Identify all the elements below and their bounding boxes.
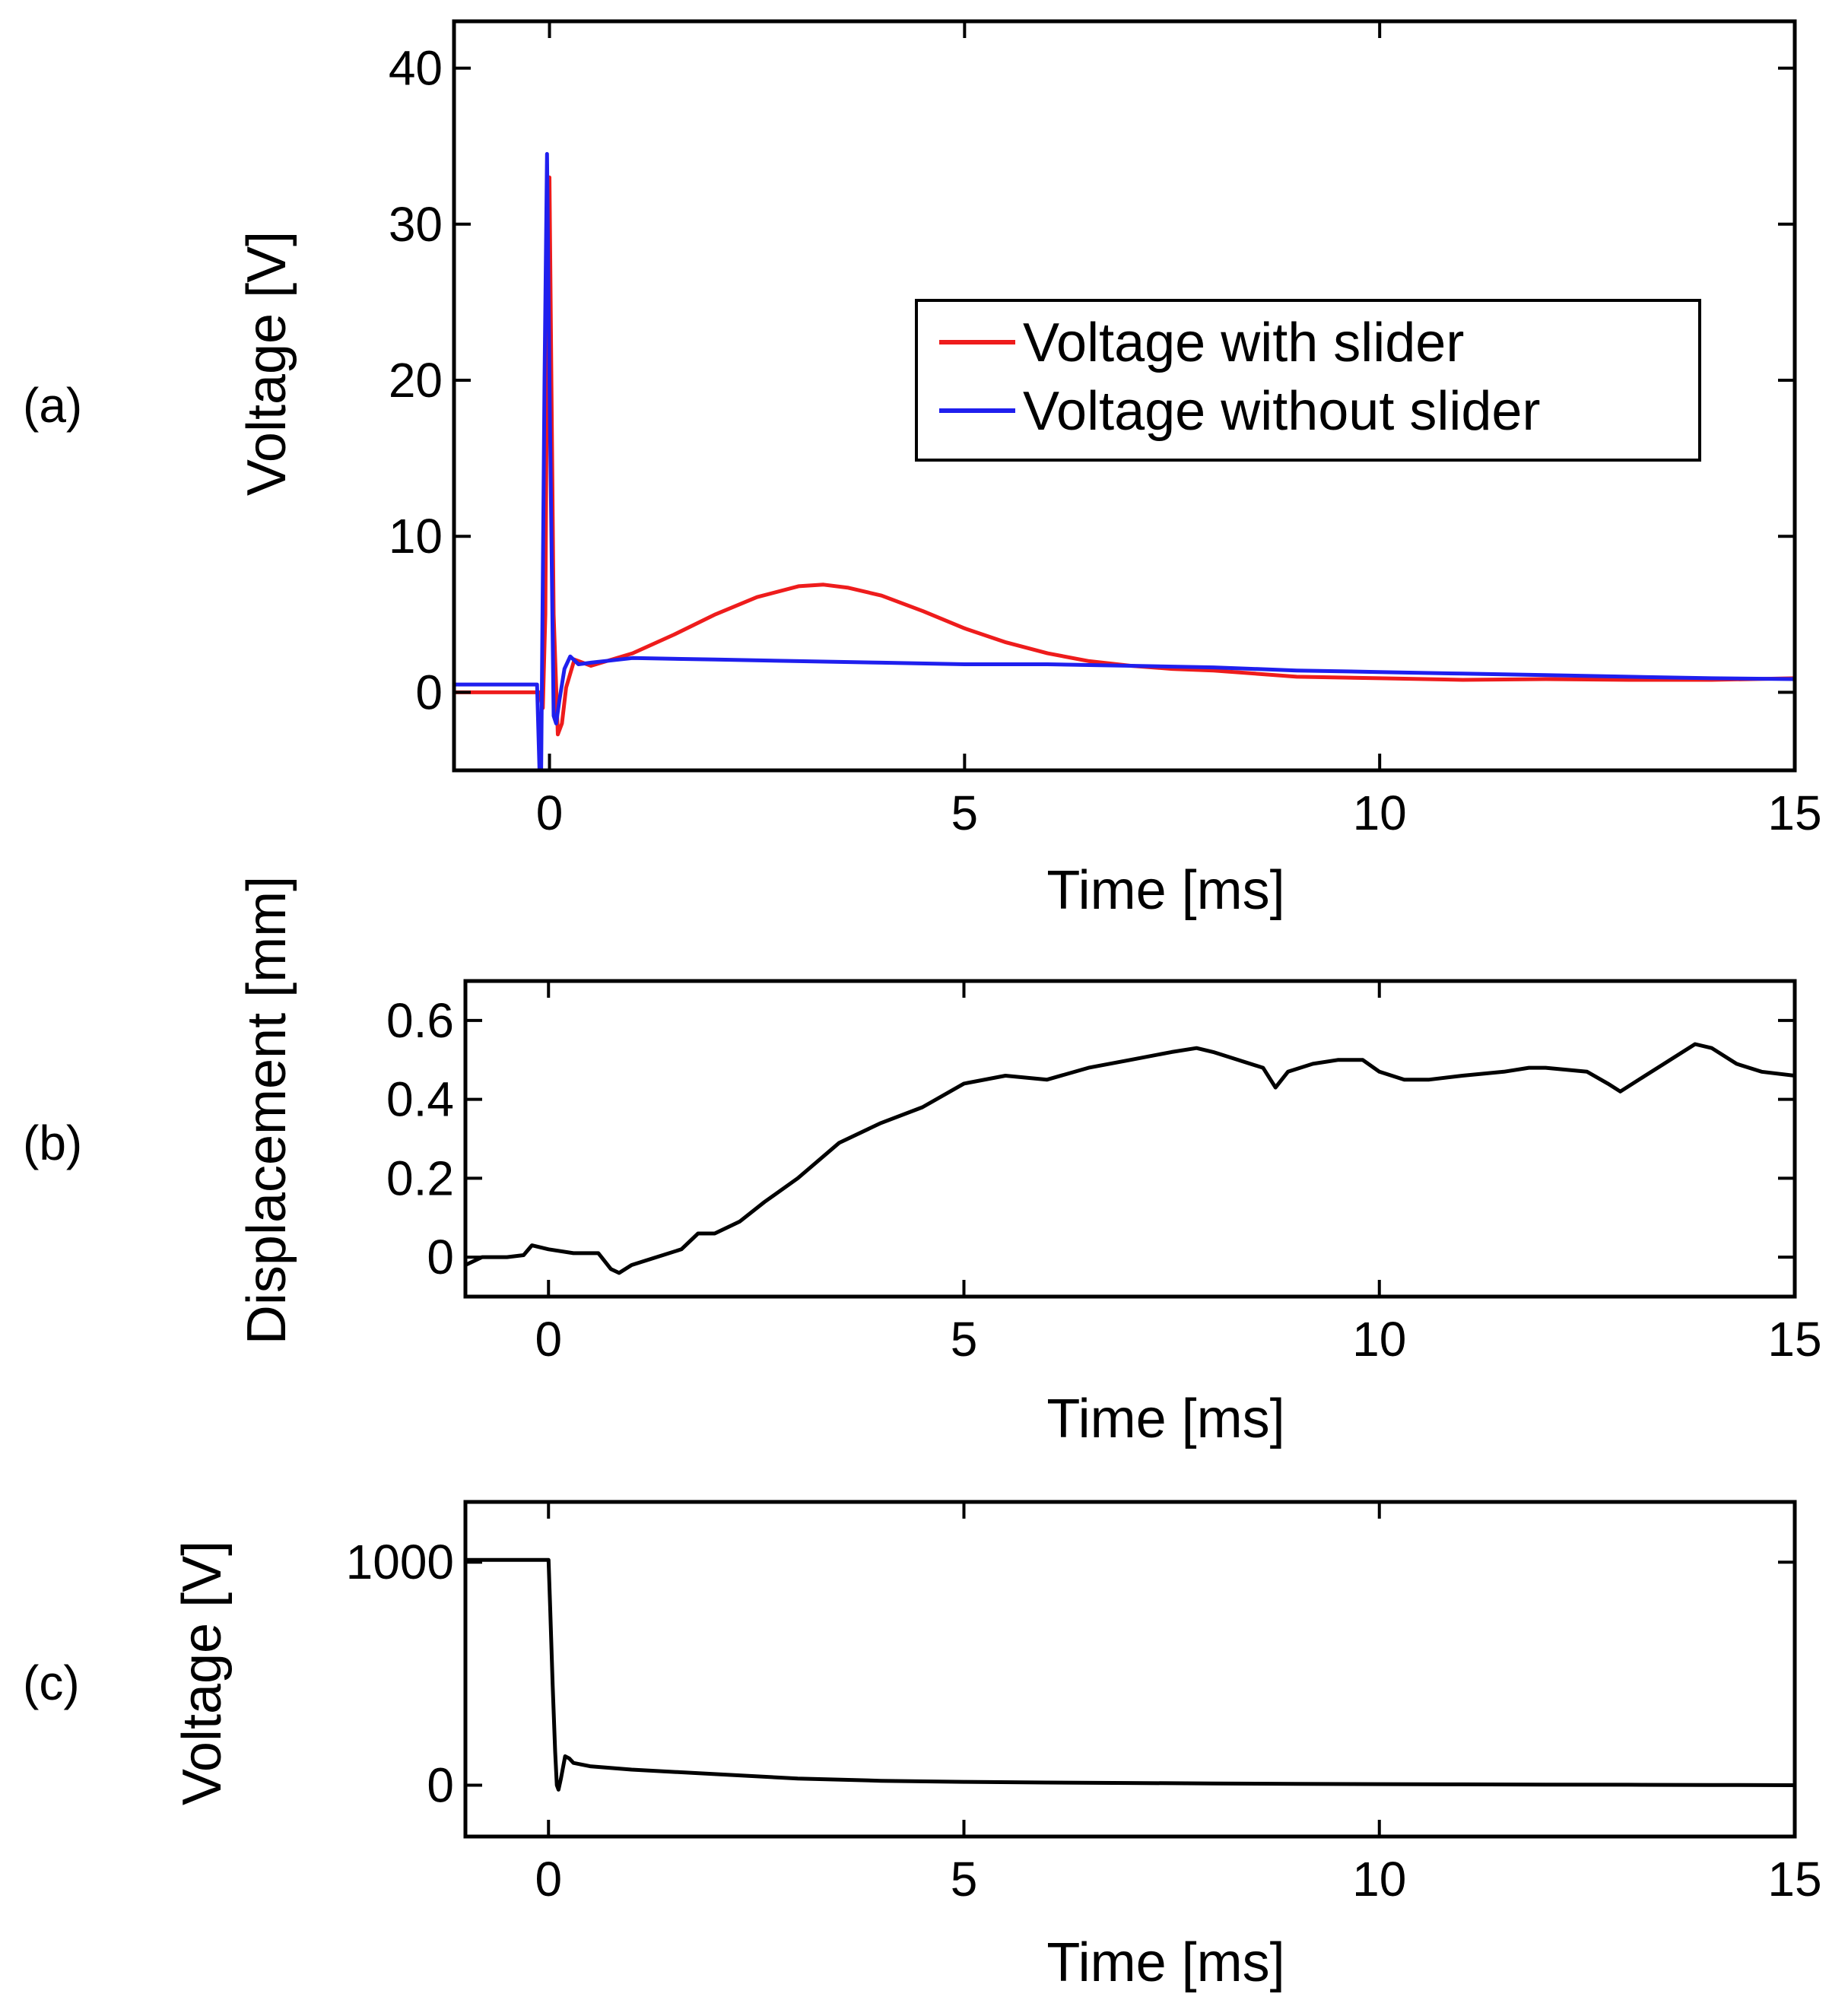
panel-a-ytick-label: 10 bbox=[389, 509, 443, 564]
panel-b-xtick-label: 15 bbox=[1767, 1312, 1821, 1367]
panel-b-xlabel: Time [ms] bbox=[1046, 1389, 1284, 1449]
panel-b-ytick-label: 0.4 bbox=[386, 1072, 454, 1127]
panel-a-xlabel: Time [ms] bbox=[1046, 860, 1284, 921]
panel-a-voltage-chart: (a) 0 5 10 15 0 10 20 30 40 Time [ms] Voltage [V… bbox=[23, 19, 1822, 921]
panel-a-ytick-label: 40 bbox=[389, 41, 443, 96]
panel-b-xtick-label: 5 bbox=[951, 1312, 978, 1367]
legend: Voltage with slider Voltage without slid… bbox=[915, 299, 1701, 462]
panel-c-ytick-label: 1000 bbox=[346, 1535, 454, 1589]
panel-a-series-voltage-without-slider bbox=[454, 151, 1795, 770]
panel-b-plot-area: 0 5 10 15 0 0.2 0.4 0.6 bbox=[386, 979, 1822, 1367]
panel-b-ylabel: Displacement [mm] bbox=[237, 876, 297, 1345]
panel-c-xtick-label: 5 bbox=[951, 1852, 978, 1906]
panel-b-xtick-label: 0 bbox=[535, 1312, 562, 1367]
panel-c-plot-area: 0 5 10 15 0 1000 bbox=[346, 1500, 1822, 1906]
panel-b-axes-frame bbox=[463, 979, 1797, 1299]
panel-c-xtick-label: 10 bbox=[1352, 1852, 1406, 1906]
panel-a-xtick-label: 10 bbox=[1353, 786, 1407, 840]
panel-label-b: (b) bbox=[23, 1116, 82, 1170]
panel-b-ytick-label: 0.6 bbox=[386, 993, 454, 1048]
panel-a-axes-frame bbox=[452, 19, 1797, 773]
panel-c-ylabel: Voltage [V] bbox=[172, 1541, 233, 1805]
panel-a-xtick-label: 0 bbox=[536, 786, 564, 840]
panel-c-axes-frame bbox=[463, 1500, 1797, 1839]
panel-c-xtick-label: 15 bbox=[1767, 1852, 1821, 1906]
panel-b-series-displacement bbox=[465, 1042, 1795, 1275]
panel-c-xlabel: Time [ms] bbox=[1046, 1932, 1284, 1993]
panel-c-series-voltage bbox=[465, 1557, 1795, 1792]
panel-a-ytick-label: 0 bbox=[415, 665, 443, 719]
panel-a-plot-area: 0 5 10 15 0 10 20 30 40 bbox=[389, 19, 1822, 840]
legend-label-with-slider: Voltage with slider bbox=[1023, 313, 1464, 373]
panel-a-ytick-label: 20 bbox=[389, 353, 443, 408]
panel-c-xtick-label: 0 bbox=[535, 1852, 562, 1906]
panel-a-xtick-label: 5 bbox=[951, 786, 979, 840]
panel-b-ytick-label: 0.2 bbox=[386, 1151, 454, 1205]
panel-b-xtick-label: 10 bbox=[1352, 1312, 1406, 1367]
panel-c-ytick-label: 0 bbox=[427, 1758, 454, 1813]
legend-label-without-slider: Voltage without slider bbox=[1023, 381, 1540, 442]
legend-box bbox=[915, 299, 1701, 462]
panel-a-ylabel: Voltage [V] bbox=[237, 231, 297, 496]
panel-c-voltage-chart: (c) 0 5 10 15 0 1000 Time [ms] Voltage [V] bbox=[23, 1500, 1822, 1993]
panel-a-ytick-label: 30 bbox=[389, 197, 443, 252]
panel-label-a: (a) bbox=[23, 378, 82, 433]
panel-a-xtick-label: 15 bbox=[1767, 786, 1821, 840]
panel-b-ytick-label: 0 bbox=[427, 1230, 454, 1284]
panel-label-c: (c) bbox=[23, 1656, 80, 1710]
panel-b-displacement-chart: (b) 0 5 10 15 0 0.2 0.4 0.6 Time [ms] Displacem… bbox=[23, 876, 1822, 1449]
